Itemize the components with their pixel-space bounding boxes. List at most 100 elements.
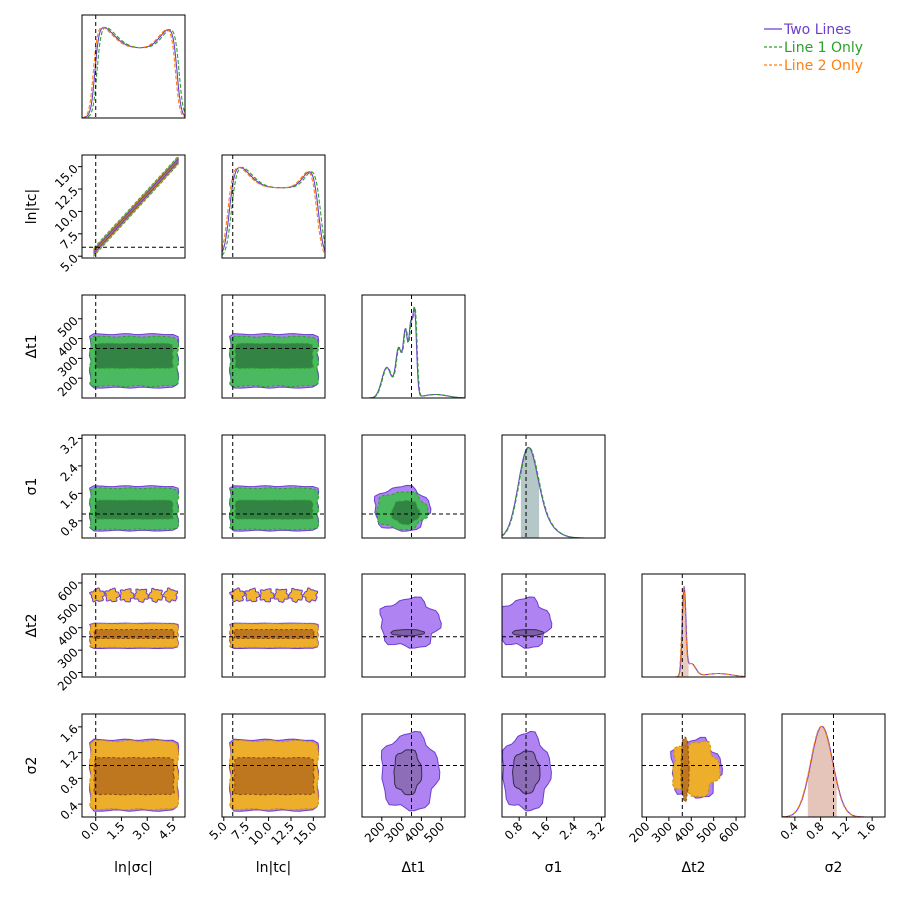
panel-3-0: 0.8 1.6 2.4 3.2 σ1 [24, 433, 186, 539]
panel-1-1 [221, 154, 326, 259]
x-tick-label: 3.2 [584, 819, 607, 842]
marginal-shade-sigma1 [520, 447, 540, 538]
x-tick-label: 0.8 [502, 819, 525, 842]
marginal-line-0 [82, 26, 185, 118]
y-tick-label: 10.0 [52, 206, 81, 235]
x-tick-label: 15.0 [291, 819, 320, 848]
y-tick-label: 1.2 [58, 748, 81, 771]
x-tick-label: 200 [627, 819, 653, 845]
legend-label-two-lines: Two Lines [783, 22, 851, 38]
panel-3-1 [221, 434, 326, 539]
y-axis-label: σ1 [24, 478, 40, 496]
axes-frame [221, 154, 326, 259]
outer-two-lines [502, 596, 553, 649]
inner-two-lines [393, 749, 423, 796]
inner-two-lines [511, 629, 544, 637]
axes-frame [81, 14, 186, 119]
outer-two-lines [379, 596, 442, 649]
inner-line2 [680, 736, 690, 803]
x-tick-label: 1.5 [104, 819, 127, 842]
inner-line1 [234, 342, 314, 370]
island-5 [161, 587, 179, 603]
axes-frame [641, 713, 746, 818]
y-tick-label: 500 [55, 314, 81, 340]
y-tick-label: 0.8 [58, 516, 81, 539]
x-axis-label: ln|σc| [114, 860, 153, 876]
x-tick-label: 1.2 [829, 819, 852, 842]
panel-5-5: 0.4 0.8 1.2 1.6 σ2 [778, 713, 886, 876]
island-3 [273, 588, 289, 603]
island-1 [244, 587, 261, 603]
inner-line2 [233, 756, 315, 796]
marginal-line-0 [502, 446, 605, 538]
inner-line1 [94, 499, 174, 520]
axes-frame [81, 154, 186, 259]
axes-frame [781, 713, 886, 818]
inner-line1 [234, 499, 314, 520]
axes-frame [81, 434, 186, 539]
axes-frame [501, 713, 606, 818]
y-tick-label: 300 [55, 353, 81, 379]
panel-0-0 [81, 14, 186, 119]
y-axis-label: Δt1 [24, 335, 40, 359]
inner-line2 [93, 756, 175, 796]
y-tick-label: 1.6 [58, 488, 81, 511]
x-tick-label: 2.4 [557, 819, 580, 842]
y-tick-label: 3.2 [58, 433, 81, 456]
panel-1-0: 5.07.510.012.515.0ln|tc| [24, 154, 186, 275]
x-tick-label: 0.4 [778, 819, 801, 842]
x-tick-label: 400 [671, 819, 697, 845]
y-tick-label: 400 [55, 334, 81, 360]
axes-frame [221, 573, 326, 678]
island-0 [88, 587, 106, 603]
marginal-line-0 [222, 166, 325, 253]
marginal-line-2 [642, 586, 745, 677]
y-tick-label: 200 [55, 668, 81, 694]
y-tick-label: 5.0 [58, 251, 81, 274]
legend-label-line1: Line 1 Only [784, 40, 863, 56]
x-tick-label: 5.0 [207, 819, 230, 842]
y-tick-label: 400 [55, 623, 81, 649]
y-axis-label: σ2 [24, 757, 40, 775]
panel-2-1 [221, 294, 326, 399]
axes-frame [81, 573, 186, 678]
x-axis-label: σ1 [545, 860, 563, 876]
marginal-line-0 [642, 586, 745, 677]
axes-frame [361, 713, 466, 818]
inner-line1 [391, 499, 421, 526]
axes-frame [221, 294, 326, 399]
x-tick-label: 600 [716, 819, 742, 845]
axes-frame [361, 294, 466, 399]
x-axis-label: ln|tc| [256, 860, 291, 876]
x-tick-label: 1.6 [855, 819, 878, 842]
axes-frame [361, 573, 466, 678]
x-tick-label: 500 [421, 819, 447, 845]
axes-frame [501, 434, 606, 539]
island-2 [119, 588, 135, 603]
island-2 [259, 588, 275, 603]
marginal-line-1 [222, 166, 325, 256]
band-core [93, 157, 179, 255]
panel-3-3 [501, 434, 606, 539]
axes-frame [221, 713, 326, 818]
x-tick-label: 0.0 [78, 819, 101, 842]
y-tick-label: 2.4 [58, 461, 81, 484]
axes-frame [81, 713, 186, 818]
inner-two-lines [390, 629, 425, 637]
panel-4-4 [641, 573, 746, 678]
y-tick-label: 15.0 [52, 162, 81, 191]
panel-4-1 [221, 573, 326, 678]
legend: Two Lines Line 1 Only Line 2 Only [764, 22, 863, 74]
panel-4-2 [361, 573, 466, 678]
x-tick-label: 4.5 [156, 819, 179, 842]
y-tick-label: 200 [55, 373, 81, 399]
inner-line1 [94, 342, 174, 370]
x-tick-label: 300 [649, 819, 675, 845]
panel-2-2 [361, 294, 466, 399]
island-1 [104, 587, 121, 603]
panel-4-3 [501, 573, 606, 678]
